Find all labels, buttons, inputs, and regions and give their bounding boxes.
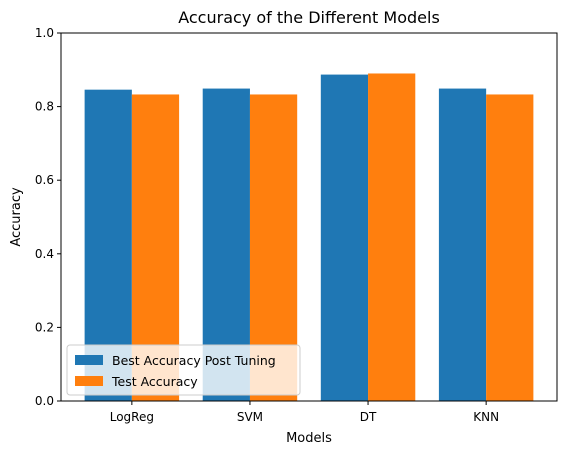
bar-knn-series-1 [438,88,487,401]
bar-dt-series-1 [320,74,369,401]
x-axis-label: Models [286,431,332,446]
x-tick-label-logreg: LogReg [110,410,154,424]
x-tick-label-dt: DT [360,410,377,424]
legend-label-1: Best Accuracy Post Tuning [112,353,276,368]
legend-swatch-1 [75,355,103,365]
y-tick-label: 1.0 [35,26,54,40]
legend: Best Accuracy Post Tuning Test Accuracy [66,344,301,396]
y-tick-label: 0.0 [35,394,54,408]
y-axis-ticks: 0.0 0.2 0.4 0.6 0.8 1.0 [35,26,61,408]
y-tick-label: 0.4 [35,247,54,261]
x-tick-label-svm: SVM [237,410,263,424]
y-tick-label: 0.6 [35,173,54,187]
legend-swatch-2 [75,376,103,386]
chart-title: Accuracy of the Different Models [178,8,440,27]
y-tick-label: 0.8 [35,100,54,114]
plot-frame [60,32,558,402]
bar-dt-series-2 [368,73,416,401]
legend-box [66,344,301,396]
legend-label-2: Test Accuracy [111,374,198,389]
y-tick-label: 0.2 [35,320,54,334]
bar-knn-series-2 [486,94,534,402]
x-tick-label-knn: KNN [473,410,499,424]
x-axis-ticks: LogReg SVM DT KNN [110,401,499,424]
y-axis-label: Accuracy [9,187,24,247]
